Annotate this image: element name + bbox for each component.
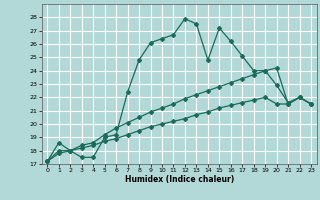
X-axis label: Humidex (Indice chaleur): Humidex (Indice chaleur) [124,175,234,184]
